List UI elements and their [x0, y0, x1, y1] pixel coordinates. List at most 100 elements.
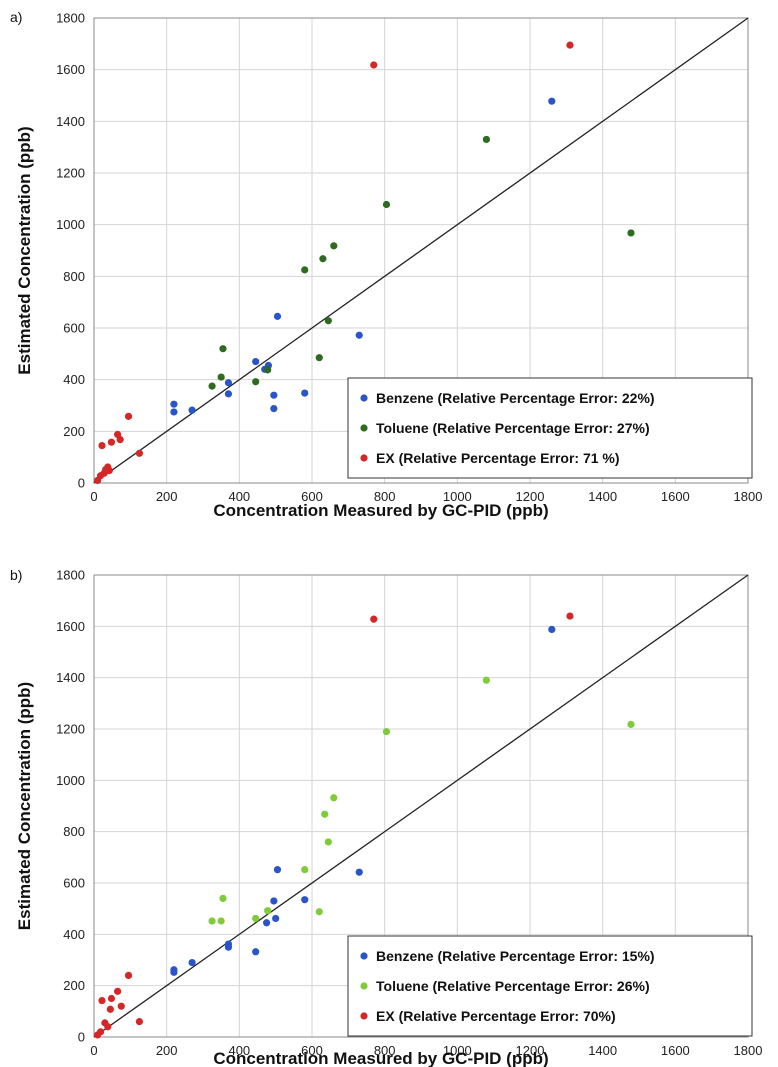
data-point [114, 987, 122, 995]
data-point [566, 612, 574, 620]
legend-marker [360, 394, 368, 402]
data-point [106, 1005, 114, 1013]
data-point [566, 41, 574, 49]
x-tick-label: 800 [374, 1043, 396, 1058]
x-axis-title: Concentration Measured by GC-PID (ppb) [213, 1049, 548, 1067]
data-point [324, 317, 332, 325]
data-point [219, 894, 227, 903]
y-tick-label: 800 [63, 824, 85, 839]
data-point [272, 914, 280, 923]
x-tick-label: 0 [90, 1043, 97, 1058]
data-point [315, 908, 323, 916]
legend-label: Toluene (Relative Percentage Error: 27%) [376, 420, 650, 436]
series-2 [208, 135, 635, 390]
data-point [116, 436, 124, 444]
data-point [370, 61, 378, 69]
data-point [627, 229, 635, 237]
data-point [170, 408, 178, 416]
y-tick-label: 1600 [56, 619, 85, 634]
data-point [224, 943, 233, 951]
data-point [262, 919, 271, 927]
data-point [355, 868, 363, 876]
data-point [270, 391, 278, 399]
data-point [273, 312, 282, 320]
x-tick-label: 1600 [661, 1043, 690, 1058]
series-2 [208, 676, 635, 925]
y-tick-label: 1000 [56, 217, 85, 232]
data-point [355, 331, 363, 339]
data-point [324, 838, 332, 846]
data-point [330, 242, 338, 250]
data-point [135, 449, 144, 457]
data-point [264, 366, 272, 374]
data-point [224, 379, 233, 387]
data-point [217, 373, 225, 381]
reference-line [93, 17, 749, 484]
series-1 [170, 625, 556, 976]
y-tick-label: 1400 [56, 670, 85, 685]
panel-label: a) [10, 9, 22, 25]
x-tick-label: 1400 [588, 1043, 617, 1058]
x-tick-label: 400 [228, 489, 250, 504]
x-tick-label: 600 [301, 1043, 323, 1058]
y-axis-title: Estimated Concentration (ppb) [15, 126, 34, 374]
x-tick-label: 1200 [516, 1043, 545, 1058]
legend-label: EX (Relative Percentage Error: 70%) [376, 1008, 616, 1024]
data-point [252, 378, 260, 386]
data-point [370, 615, 378, 623]
y-tick-label: 400 [63, 372, 85, 387]
y-tick-label: 0 [78, 476, 85, 491]
data-point [208, 382, 216, 390]
data-point [321, 810, 329, 818]
legend-box [347, 377, 753, 479]
data-point [107, 994, 116, 1003]
data-point [105, 467, 113, 475]
data-point [252, 914, 260, 923]
data-point [382, 200, 391, 209]
x-tick-label: 600 [301, 489, 323, 504]
data-point [170, 968, 178, 976]
data-point [315, 354, 323, 362]
data-point [208, 917, 216, 925]
legend-label: Benzene (Relative Percentage Error: 22%) [376, 390, 655, 406]
data-point [188, 406, 196, 414]
y-tick-label: 200 [63, 978, 85, 993]
chart-panel-b: 0 200 400 600 800 1000 1200 1400 1600 1800 0 200 400… [10, 567, 762, 1067]
data-point [98, 996, 106, 1005]
data-point [107, 438, 116, 446]
data-point [124, 971, 133, 980]
data-point [301, 866, 309, 874]
x-tick-label: 1000 [443, 489, 472, 504]
data-point [219, 345, 227, 353]
y-tick-label: 1200 [56, 166, 85, 181]
legend-marker [360, 424, 368, 432]
data-point [548, 97, 556, 105]
y-tick-label: 800 [63, 269, 85, 284]
y-tick-label: 200 [63, 424, 85, 439]
y-tick-label: 1600 [56, 62, 85, 77]
series-3 [94, 41, 574, 485]
legend-box [347, 935, 753, 1037]
x-tick-label: 0 [90, 489, 97, 504]
data-point [117, 1002, 125, 1010]
legend: Benzene (Relative Percentage Error: 15%)… [347, 935, 753, 1037]
data-point [188, 958, 196, 967]
legend-marker [360, 982, 368, 990]
reference-line [93, 574, 749, 1038]
data-point [301, 266, 309, 274]
data-point [104, 1023, 112, 1031]
legend: Benzene (Relative Percentage Error: 22%)… [347, 377, 753, 479]
data-point [96, 1028, 105, 1036]
data-point [170, 400, 178, 408]
data-point [135, 1018, 144, 1026]
legend-marker [360, 1012, 368, 1020]
chart-panel-a: 0 200 400 600 800 1000 1200 1400 1600 1800 0 200 400… [10, 9, 762, 520]
legend-label: Toluene (Relative Percentage Error: 26%) [376, 978, 650, 994]
data-point [301, 896, 309, 904]
data-point [301, 389, 309, 397]
y-tick-label: 400 [63, 927, 85, 942]
x-tick-label: 1200 [516, 489, 545, 504]
data-point [270, 405, 278, 413]
data-point [627, 720, 635, 728]
